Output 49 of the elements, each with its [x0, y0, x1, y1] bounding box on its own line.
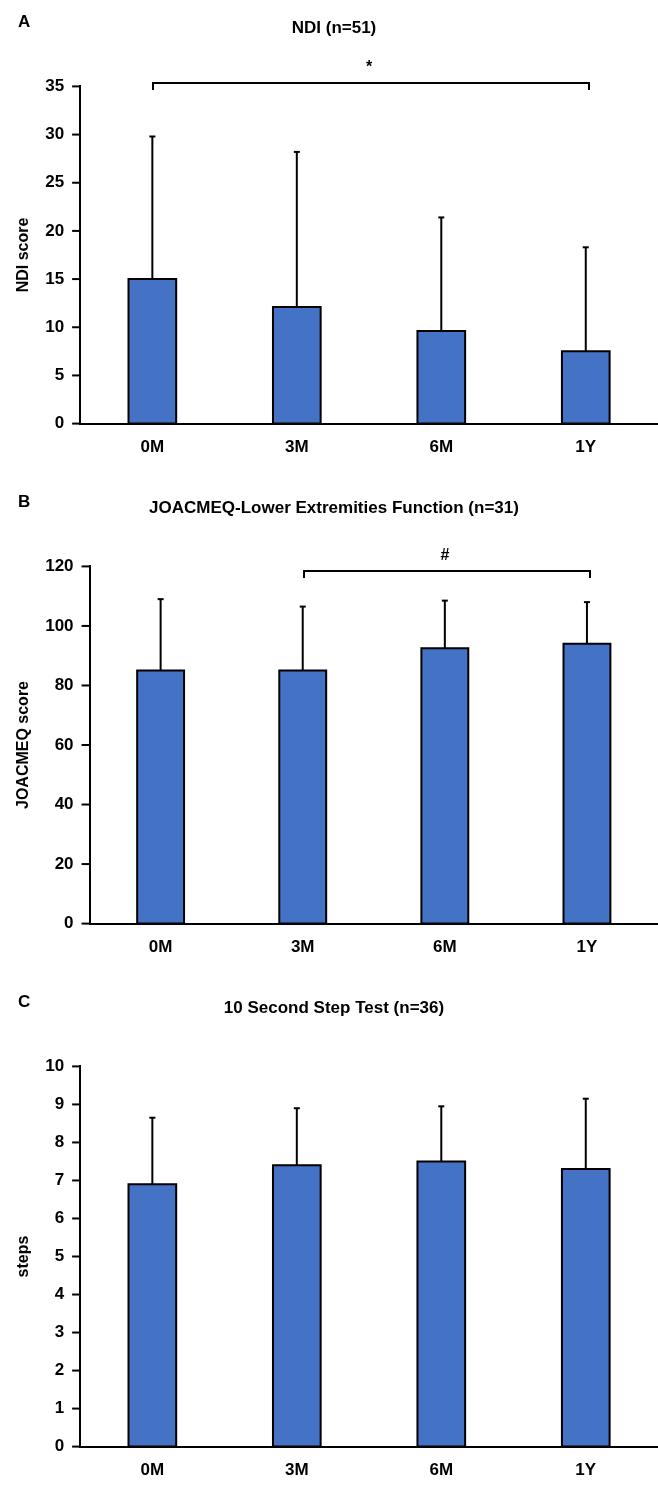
y-tick-label: 80 [54, 675, 74, 695]
y-tick-label: 6 [54, 1208, 65, 1228]
text: C [18, 992, 31, 1012]
y-axis-title: steps [14, 1235, 32, 1278]
y-tick-label: 5 [54, 1246, 65, 1266]
y-tick-label: 2 [54, 1360, 65, 1380]
y-tick-label: 4 [54, 1284, 65, 1304]
x-tick-label: 1Y [575, 1460, 597, 1480]
x-tick-label: 0M [140, 437, 165, 457]
y-tick-label: 20 [45, 220, 65, 240]
x-tick-label: 3M [285, 437, 309, 457]
chart-title: JOACMEQ-Lower Extremities Function (n=31) [149, 497, 519, 517]
y-tick-label: 30 [45, 124, 65, 144]
chart-title: NDI (n=51) [291, 17, 377, 37]
y-tick-label: 8 [54, 1132, 65, 1152]
y-tick-label: 60 [54, 734, 74, 754]
y-tick-label: 7 [54, 1170, 65, 1190]
x-tick-label: 0M [140, 1460, 165, 1480]
y-tick-label: 9 [54, 1094, 65, 1114]
y-tick-label: 40 [54, 794, 74, 814]
y-tick-label: 10 [45, 316, 65, 336]
y-tick-label: 15 [45, 268, 65, 288]
x-tick-label: 6M [429, 1460, 454, 1480]
text: B [18, 492, 31, 512]
y-axis-title: JOACMEQ score [14, 680, 32, 810]
x-tick-label: 3M [285, 1460, 309, 1480]
y-tick-label: 0 [64, 913, 74, 933]
x-tick-label: 0M [148, 937, 173, 957]
y-tick-label: 20 [54, 853, 74, 873]
text: A [18, 12, 31, 32]
y-tick-label: 5 [54, 365, 65, 385]
y-axis-title: NDI score [14, 217, 32, 293]
x-tick-label: 1Y [576, 937, 598, 957]
y-tick-label: 0 [54, 1436, 65, 1456]
y-tick-label: 35 [45, 76, 65, 96]
x-tick-label: 6M [433, 937, 457, 957]
y-tick-label: 120 [45, 556, 74, 576]
y-tick-label: 25 [45, 172, 65, 192]
y-tick-label: 100 [45, 615, 74, 635]
y-tick-label: 3 [54, 1322, 65, 1342]
text: * [365, 58, 373, 76]
text: # [440, 546, 450, 564]
x-tick-label: 3M [290, 937, 315, 957]
y-tick-label: 0 [54, 413, 65, 433]
chart-title: 10 Second Step Test (n=36) [223, 997, 445, 1017]
x-tick-label: 6M [429, 437, 454, 457]
y-tick-label: 1 [54, 1398, 65, 1418]
x-tick-label: 1Y [575, 437, 597, 457]
y-tick-label: 10 [45, 1056, 65, 1076]
